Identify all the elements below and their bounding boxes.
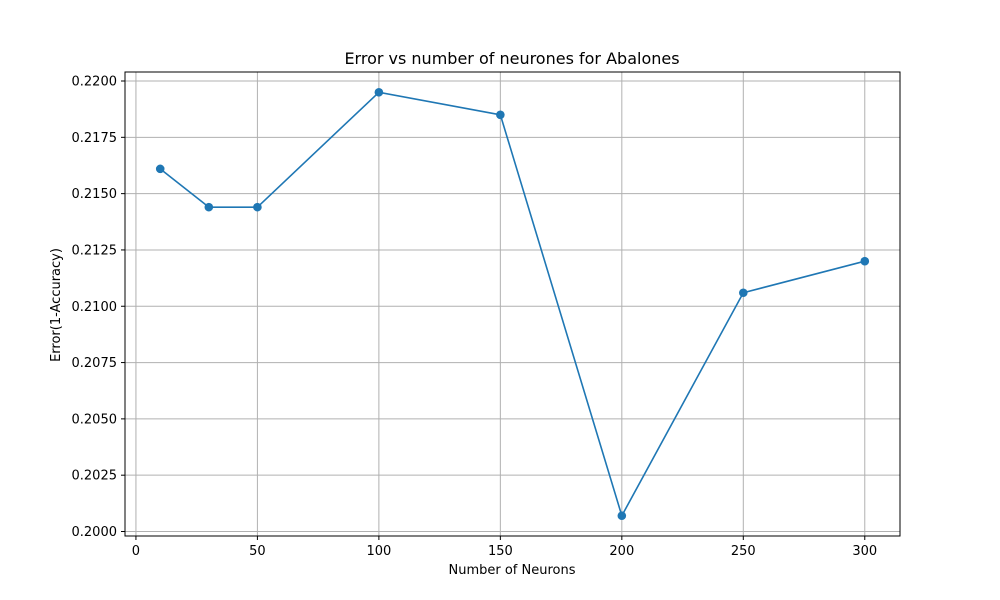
axes: 0 50 100 150 200 250 300 0.2000 0.2025 0.2050 0.20… <box>72 71 901 559</box>
data-point <box>374 87 384 97</box>
data-point <box>204 202 214 212</box>
x-tick-label: 0 <box>132 544 140 559</box>
x-axis-label: Number of Neurons <box>448 563 575 578</box>
y-tick-label: 0.2000 <box>72 525 118 540</box>
y-tick-label: 0.2175 <box>72 131 118 146</box>
y-tick-label: 0.2200 <box>72 75 118 90</box>
y-tick-label: 0.2050 <box>72 412 118 427</box>
y-tick-label: 0.2075 <box>72 356 118 371</box>
series-line <box>159 91 865 517</box>
data-point <box>253 202 262 212</box>
y-tick-label: 0.2150 <box>72 187 118 202</box>
y-tick-label: 0.2125 <box>72 243 118 258</box>
data-point <box>617 511 627 521</box>
y-tick-label: 0.2100 <box>72 300 118 315</box>
chart-title: Error vs number of neurones for Abalones <box>344 49 679 68</box>
x-tick-label: 200 <box>609 544 634 559</box>
data-point <box>860 256 870 266</box>
x-tick-label: 300 <box>852 544 877 559</box>
y-axis-label: Error(1-Accuracy) <box>49 248 64 362</box>
x-tick-label: 250 <box>731 544 756 559</box>
grid <box>125 72 900 536</box>
data-point <box>155 164 165 174</box>
data-point <box>738 288 748 298</box>
plot-frame <box>124 71 901 537</box>
series-layer <box>155 87 870 521</box>
x-tick-label: 100 <box>366 544 391 559</box>
data-point <box>496 110 505 120</box>
y-tick-label: 0.2025 <box>72 469 118 484</box>
x-tick-label: 50 <box>249 544 266 559</box>
x-tick-label: 150 <box>488 544 513 559</box>
